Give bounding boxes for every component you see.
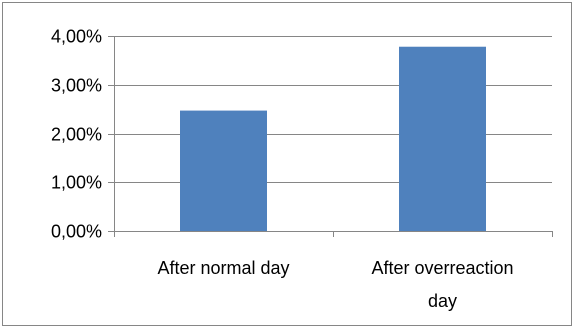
y-tick-labels: 0,00% 1,00% 2,00% 3,00% 4,00% — [51, 27, 102, 242]
x-category-label: After overreaction day — [371, 258, 513, 311]
x-category-label-line: After normal day — [157, 258, 289, 278]
bars — [180, 46, 486, 231]
x-category-label: After normal day — [157, 258, 289, 278]
y-tick-label: 0,00% — [51, 222, 102, 242]
y-tick-label: 4,00% — [51, 27, 102, 47]
x-category-label-line: After overreaction — [371, 258, 513, 278]
axes — [108, 36, 553, 237]
x-category-labels: After normal day After overreaction day — [157, 258, 513, 311]
y-tick-label: 2,00% — [51, 125, 102, 145]
bar — [180, 110, 267, 231]
x-category-label-line: day — [428, 291, 457, 311]
y-tick-label: 1,00% — [51, 173, 102, 193]
y-tick-label: 3,00% — [51, 76, 102, 96]
bar — [399, 46, 486, 231]
